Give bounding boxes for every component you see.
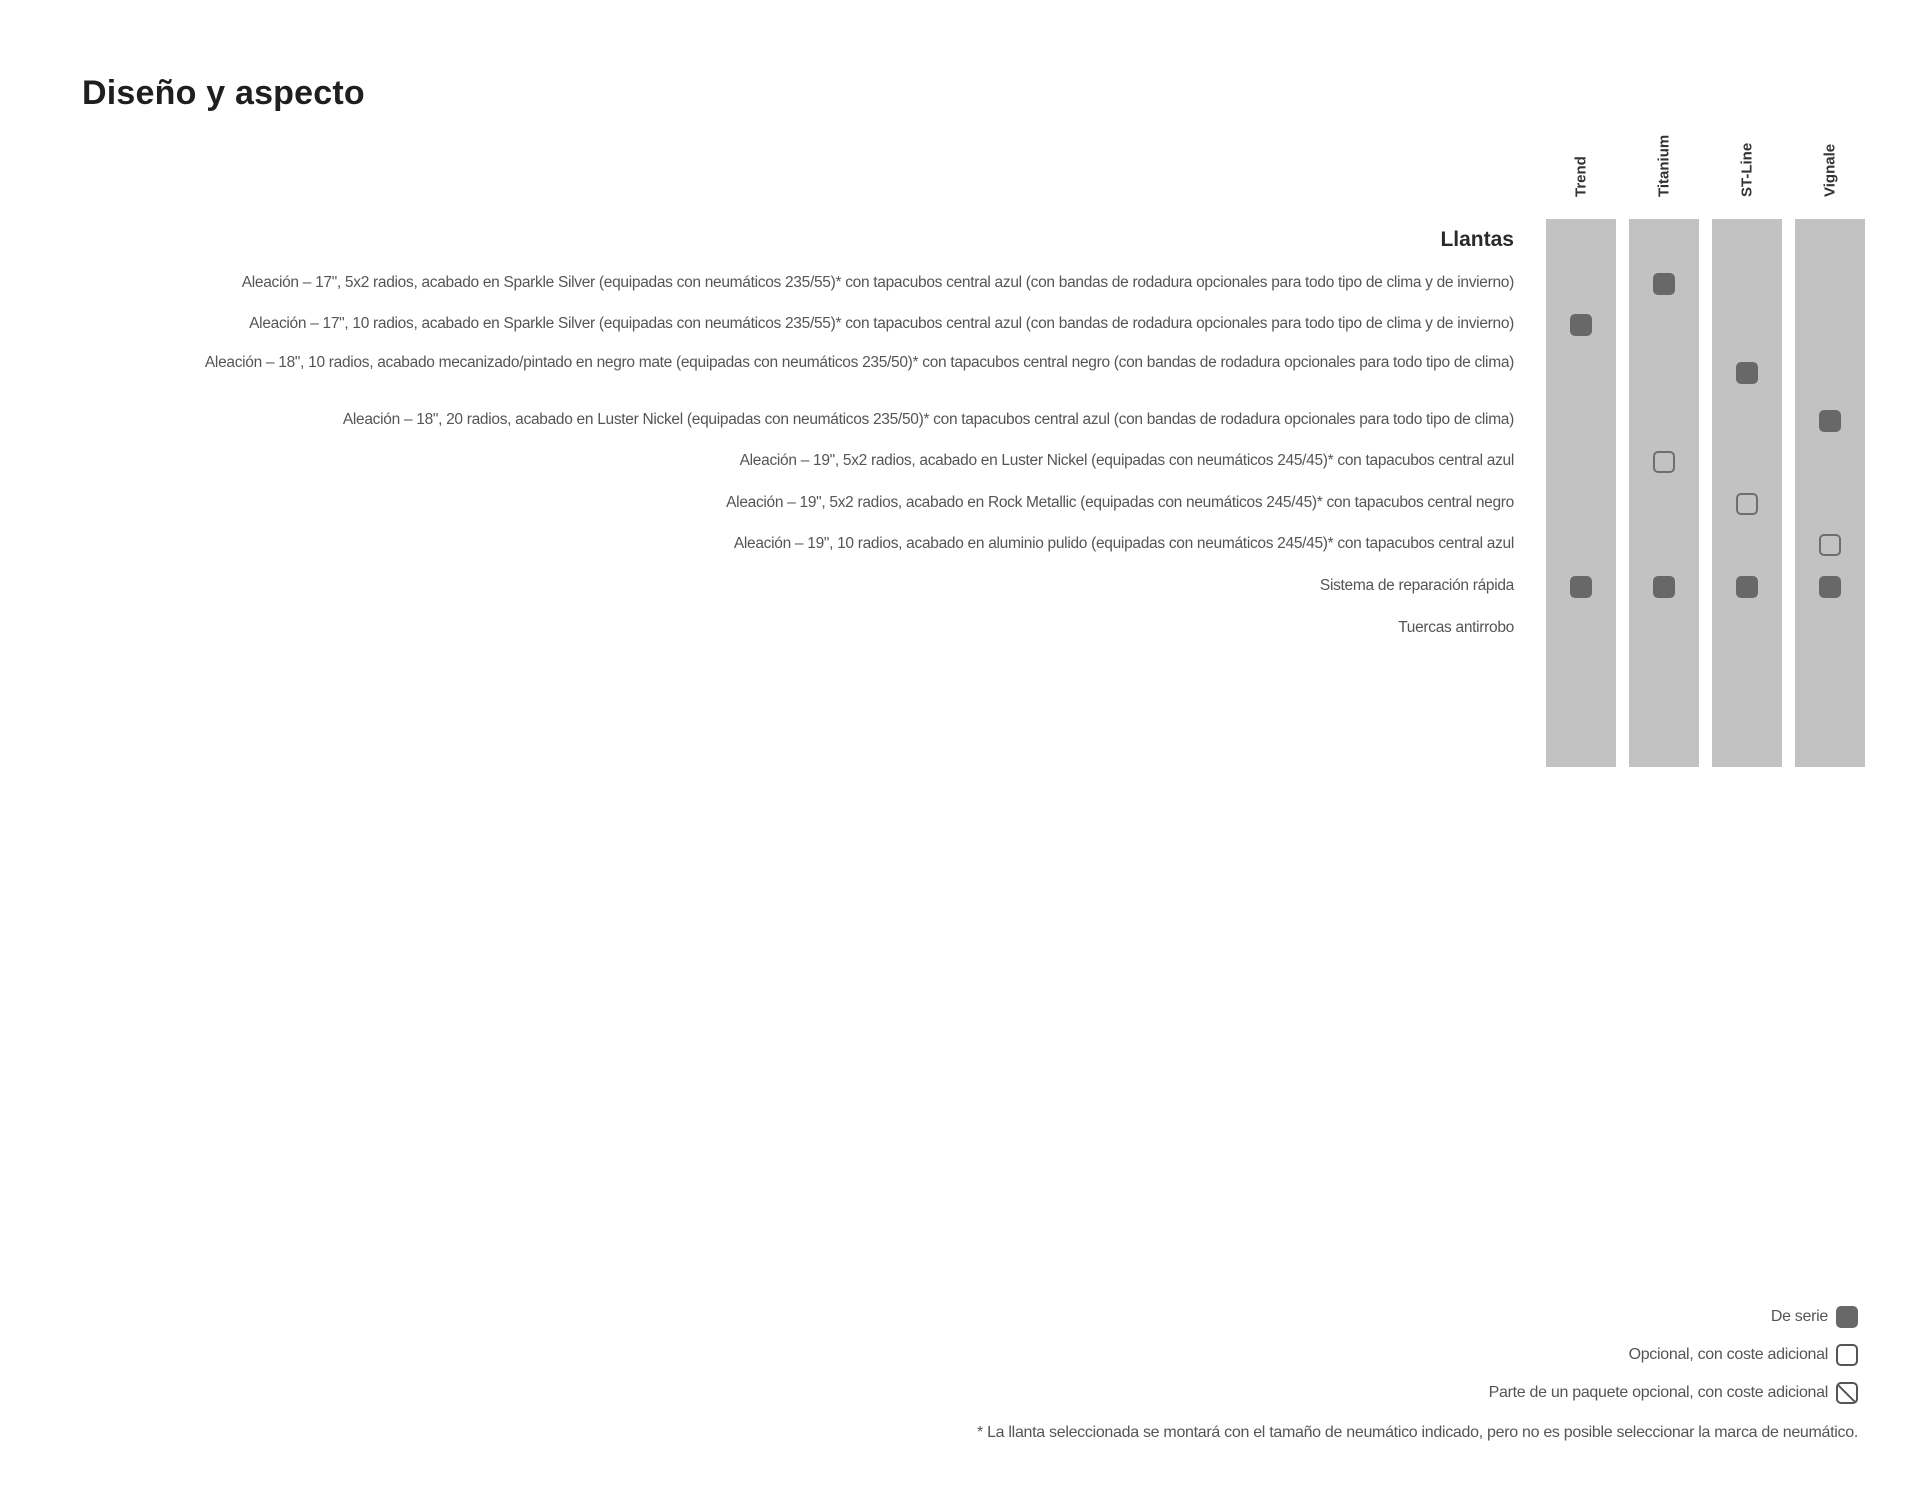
column-header-st-line: ST-Line: [1712, 120, 1782, 214]
legend-standard-label: De serie: [1770, 1308, 1828, 1325]
standard-mark-vignale: [1819, 576, 1841, 598]
row-label: Sistema de reparación rápida: [1319, 577, 1514, 594]
column-bg-vignale: [1795, 219, 1865, 767]
legend-optional-label: Opcional, con coste adicional: [1628, 1346, 1829, 1363]
row-label: Aleación – 17", 10 radios, acabado en Sp…: [249, 315, 1514, 332]
standard-mark-trend: [1570, 314, 1592, 336]
row-label: Aleación – 18", 20 radios, acabado en Lu…: [342, 411, 1514, 428]
optional-mark-vignale: [1819, 534, 1841, 556]
standard-mark-st-line: [1736, 576, 1758, 598]
row-label: Aleación – 19", 10 radios, acabado en al…: [733, 535, 1514, 552]
footnote: * La llanta seleccionada se montará con …: [977, 1424, 1858, 1441]
standard-square-icon: [1836, 1306, 1858, 1328]
column-bg-trend: [1546, 219, 1616, 767]
legend-standard: De serie: [1771, 1306, 1858, 1328]
column-header-label: Vignale: [1821, 143, 1839, 197]
column-header-vignale: Vignale: [1795, 120, 1865, 214]
column-header-label: ST-Line: [1738, 142, 1756, 197]
standard-mark-vignale: [1819, 410, 1841, 432]
optional-mark-st-line: [1736, 493, 1758, 515]
row-label: Aleación – 19", 5x2 radios, acabado en L…: [739, 452, 1515, 469]
legend-package: Parte de un paquete opcional, con coste …: [1489, 1382, 1858, 1404]
legend-package-label: Parte de un paquete opcional, con coste …: [1488, 1384, 1829, 1401]
package-square-icon: [1836, 1382, 1858, 1404]
standard-mark-titanium: [1653, 576, 1675, 598]
column-header-label: Trend: [1572, 156, 1590, 197]
column-header-label: Titanium: [1655, 134, 1673, 197]
section-heading-llantas: Llantas: [1440, 228, 1514, 251]
optional-mark-titanium: [1653, 451, 1675, 473]
page-title: Diseño y aspecto: [82, 74, 365, 112]
column-header-titanium: Titanium: [1629, 120, 1699, 214]
standard-mark-titanium: [1653, 273, 1675, 295]
standard-mark-st-line: [1736, 362, 1758, 384]
row-label: Aleación – 19", 5x2 radios, acabado en R…: [726, 494, 1514, 511]
column-header-trend: Trend: [1546, 120, 1616, 214]
legend-optional: Opcional, con coste adicional: [1629, 1344, 1858, 1366]
column-bg-titanium: [1629, 219, 1699, 767]
row-label: Tuercas antirrobo: [1398, 619, 1514, 636]
row-label: Aleación – 18", 10 radios, acabado mecan…: [204, 354, 1514, 371]
optional-square-icon: [1836, 1344, 1858, 1366]
standard-mark-trend: [1570, 576, 1592, 598]
row-label: Aleación – 17", 5x2 radios, acabado en S…: [241, 274, 1515, 291]
